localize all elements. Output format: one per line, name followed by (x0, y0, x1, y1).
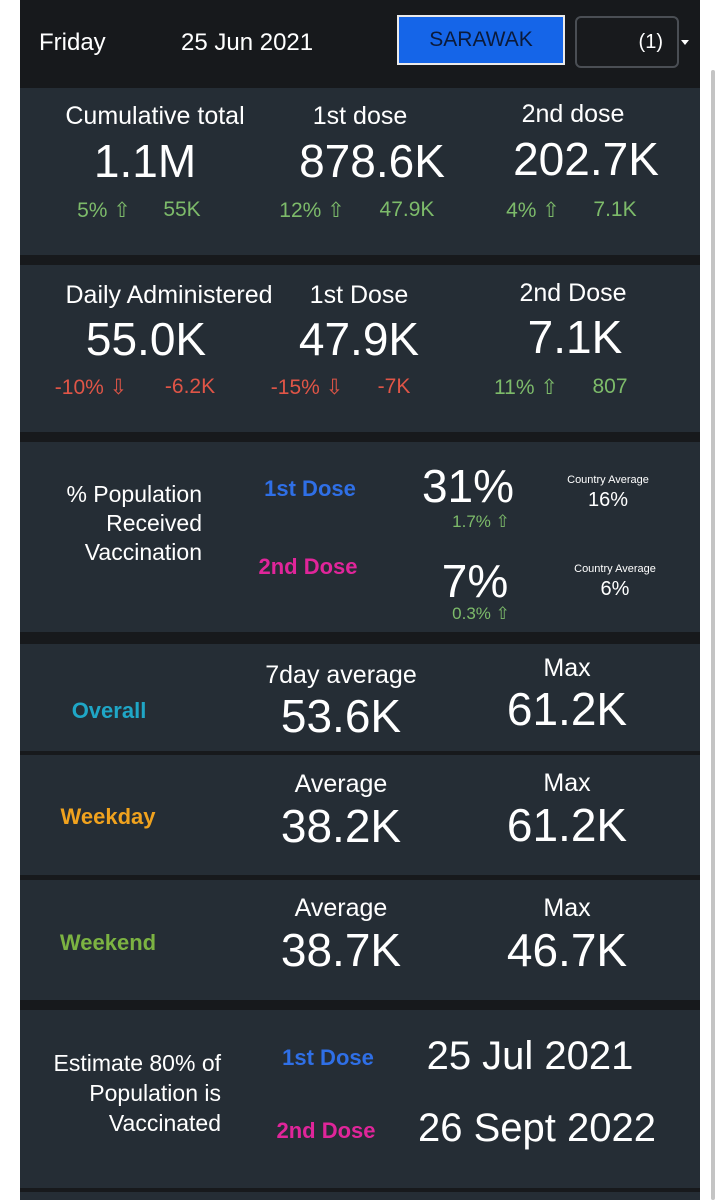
overall-avg-value: 53.6K (280, 690, 402, 742)
weekend-label: Weekend (59, 930, 157, 955)
header-day: Friday (39, 29, 106, 56)
population-dose1-country-label: Country Average (567, 474, 649, 486)
estimate-dose1-label: 1st Dose (282, 1045, 374, 1070)
daily-total-label: Daily Administered (65, 281, 273, 309)
weekday-avg-label: Average (294, 770, 388, 798)
overall-panel: Overall 7day average 53.6K Max 61.2K (20, 644, 700, 751)
population-title-line2: Received (106, 510, 202, 536)
weekend-avg-value: 38.7K (280, 924, 402, 976)
population-dose2-value: 7% (441, 555, 509, 607)
daily-dose2-pct: 11% ⇧ (494, 376, 558, 399)
daily-total-delta: -6.2K (164, 375, 216, 398)
overall-label: Overall (71, 698, 147, 723)
population-dose2-label: 2nd Dose (258, 554, 358, 579)
filter-select[interactable]: (1) (575, 16, 679, 68)
population-dose1-value: 31% (421, 460, 515, 512)
cumulative-panel: Cumulative total 1.1M 5% ⇧ 55K 1st dose … (20, 88, 700, 255)
weekday-max-value: 61.2K (506, 799, 628, 851)
estimate-title-line2: Population is (89, 1080, 221, 1106)
chevron-down-icon[interactable] (681, 40, 689, 45)
weekday-avg-value: 38.2K (280, 800, 402, 852)
population-dose2-country-label: Country Average (574, 563, 656, 575)
weekday-max-label: Max (543, 769, 591, 797)
population-dose2-change: 0.3% ⇧ (452, 604, 510, 623)
weekend-max-value: 46.7K (506, 924, 628, 976)
daily-dose1-label: 1st Dose (309, 281, 409, 309)
weekday-label: Weekday (60, 804, 156, 829)
weekday-panel: Weekday Average 38.2K Max 61.2K (20, 755, 700, 875)
state-button[interactable]: SARAWAK (397, 15, 565, 65)
scrollbar[interactable] (708, 70, 717, 1200)
daily-total-value: 55.0K (85, 313, 207, 365)
daily-dose1-delta: -7K (377, 375, 411, 398)
weekend-max-label: Max (543, 894, 591, 922)
daily-panel: Daily Administered 55.0K -10% ⇩ -6.2K 1s… (20, 265, 700, 432)
cumulative-dose2-value: 202.7K (513, 133, 659, 185)
daily-dose1-value: 47.9K (298, 313, 420, 365)
weekend-panel: Weekend Average 38.7K Max 46.7K (20, 880, 700, 1000)
estimate-dose2-date: 26 Sept 2022 (418, 1106, 656, 1150)
scrollbar-thumb[interactable] (711, 70, 715, 1200)
population-dose1-label: 1st Dose (264, 476, 356, 501)
overall-max-value: 61.2K (506, 683, 628, 735)
cumulative-dose2-pct: 4% ⇧ (506, 199, 560, 222)
cumulative-dose1-value: 878.6K (299, 135, 445, 187)
population-title-line3: Vaccination (84, 539, 202, 565)
cumulative-dose2-label: 2nd dose (521, 100, 625, 128)
weekend-avg-label: Average (294, 894, 388, 922)
cumulative-total-label: Cumulative total (65, 102, 245, 130)
estimate-dose1-date: 25 Jul 2021 (426, 1034, 634, 1078)
cumulative-dose1-pct: 12% ⇧ (279, 199, 345, 222)
header-date: 25 Jun 2021 (181, 29, 314, 56)
estimate-title-line1: Estimate 80% of (53, 1050, 221, 1076)
daily-dose1-pct: -15% ⇩ (270, 376, 344, 399)
filter-select-value: (1) (638, 31, 663, 53)
cumulative-total-value: 1.1M (93, 135, 197, 187)
overall-max-label: Max (543, 654, 591, 682)
daily-dose2-value: 7.1K (527, 311, 623, 363)
overall-avg-label: 7day average (265, 661, 417, 689)
cumulative-dose1-label: 1st dose (312, 102, 408, 130)
estimate-panel: Estimate 80% of Population is Vaccinated… (20, 1010, 700, 1188)
population-dose2-country-value: 6% (600, 578, 630, 600)
cumulative-dose2-delta: 7.1K (593, 198, 637, 221)
daily-total-pct: -10% ⇩ (54, 376, 128, 399)
daily-dose2-label: 2nd Dose (519, 279, 627, 307)
cumulative-total-pct: 5% ⇧ (77, 199, 131, 222)
population-dose1-change: 1.7% ⇧ (452, 512, 510, 531)
next-panel (20, 1192, 700, 1200)
daily-dose2-delta: 807 (592, 375, 628, 398)
cumulative-dose1-delta: 47.9K (379, 198, 435, 221)
cumulative-total-delta: 55K (163, 198, 201, 221)
estimate-dose2-label: 2nd Dose (276, 1118, 376, 1143)
population-dose1-country-value: 16% (587, 489, 629, 511)
population-panel: % Population Received Vaccination 1st Do… (20, 442, 700, 632)
dashboard: Friday 25 Jun 2021 SARAWAK (1) Cumulativ… (20, 0, 700, 1200)
estimate-title-line3: Vaccinated (108, 1110, 221, 1136)
population-title-line1: % Population (66, 481, 202, 507)
